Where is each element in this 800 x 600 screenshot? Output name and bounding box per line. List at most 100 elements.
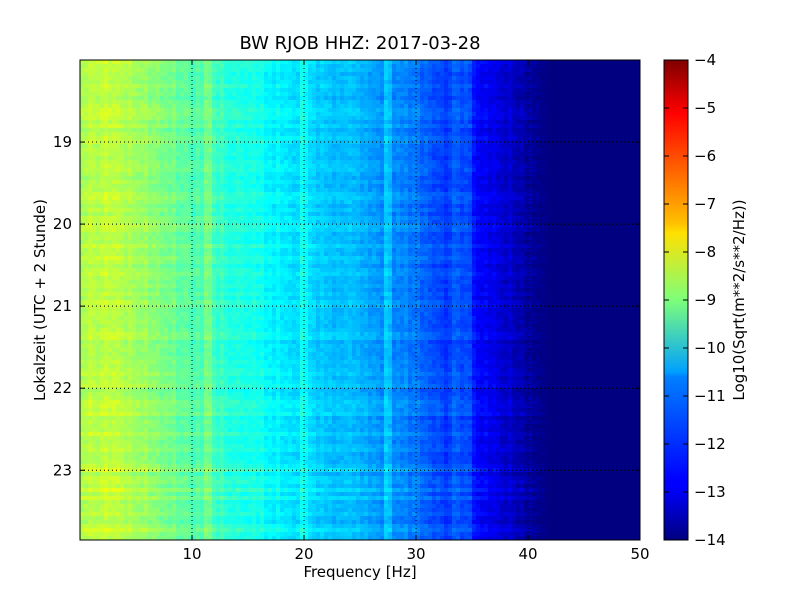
- heatmap-cell: [164, 164, 169, 169]
- heatmap-cell: [396, 168, 401, 173]
- heatmap-cell: [436, 80, 441, 85]
- heatmap-cell: [344, 128, 349, 133]
- heatmap-cell: [308, 108, 313, 113]
- heatmap-cell: [128, 168, 133, 173]
- heatmap-cell: [164, 100, 169, 105]
- heatmap-cell: [100, 104, 105, 109]
- heatmap-cell: [120, 196, 125, 201]
- heatmap-cell: [584, 112, 589, 117]
- heatmap-cell: [348, 80, 353, 85]
- heatmap-cell: [428, 184, 433, 189]
- heatmap-cell: [152, 96, 157, 101]
- heatmap-cell: [100, 68, 105, 73]
- heatmap-cell: [152, 128, 157, 133]
- heatmap-cell: [564, 128, 569, 133]
- heatmap-cell: [264, 184, 269, 189]
- heatmap-cell: [212, 168, 217, 173]
- heatmap-cell: [84, 88, 89, 93]
- heatmap-cell: [368, 76, 373, 81]
- heatmap-cell: [384, 108, 389, 113]
- heatmap-cell: [84, 144, 89, 149]
- heatmap-cell: [252, 92, 257, 97]
- heatmap-cell: [424, 112, 429, 117]
- heatmap-cell: [608, 172, 613, 177]
- heatmap-cell: [416, 84, 421, 89]
- heatmap-cell: [360, 104, 365, 109]
- heatmap-cell: [436, 112, 441, 117]
- heatmap-cell: [276, 188, 281, 193]
- heatmap-cell: [376, 192, 381, 197]
- heatmap-cell: [584, 124, 589, 129]
- heatmap-cell: [148, 88, 153, 93]
- heatmap-cell: [84, 124, 89, 129]
- heatmap-cell: [396, 88, 401, 93]
- heatmap-cell: [372, 76, 377, 81]
- heatmap-cell: [384, 84, 389, 89]
- heatmap-cell: [132, 140, 137, 145]
- heatmap-cell: [296, 84, 301, 89]
- heatmap-cell: [472, 76, 477, 81]
- heatmap-cell: [300, 160, 305, 165]
- heatmap-cell: [164, 132, 169, 137]
- heatmap-cell: [604, 68, 609, 73]
- heatmap-cell: [88, 100, 93, 105]
- heatmap-cell: [124, 60, 129, 65]
- heatmap-cell: [328, 88, 333, 93]
- heatmap-cell: [112, 112, 117, 117]
- heatmap-cell: [200, 120, 205, 125]
- heatmap-cell: [164, 176, 169, 181]
- heatmap-cell: [292, 116, 297, 121]
- heatmap-cell: [404, 64, 409, 69]
- heatmap-cell: [300, 96, 305, 101]
- heatmap-cell: [428, 172, 433, 177]
- heatmap-cell: [544, 128, 549, 133]
- heatmap-cell: [288, 120, 293, 125]
- heatmap-cell: [300, 104, 305, 109]
- heatmap-cell: [472, 92, 477, 97]
- heatmap-cell: [372, 148, 377, 153]
- heatmap-cell: [608, 180, 613, 185]
- heatmap-cell: [560, 176, 565, 181]
- heatmap-cell: [460, 160, 465, 165]
- heatmap-cell: [400, 152, 405, 157]
- heatmap-cell: [496, 72, 501, 77]
- heatmap-cell: [568, 152, 573, 157]
- heatmap-cell: [364, 120, 369, 125]
- heatmap-cell: [288, 112, 293, 117]
- heatmap-cell: [104, 188, 109, 193]
- heatmap-cell: [532, 60, 537, 65]
- heatmap-cell: [288, 148, 293, 153]
- heatmap-cell: [416, 160, 421, 165]
- heatmap-cell: [200, 92, 205, 97]
- heatmap-cell: [320, 176, 325, 181]
- heatmap-cell: [96, 172, 101, 177]
- heatmap-cell: [400, 128, 405, 133]
- heatmap-cell: [156, 76, 161, 81]
- heatmap-cell: [228, 100, 233, 105]
- heatmap-cell: [200, 160, 205, 165]
- heatmap-cell: [496, 128, 501, 133]
- heatmap-cell: [440, 76, 445, 81]
- heatmap-cell: [204, 128, 209, 133]
- heatmap-cell: [136, 156, 141, 161]
- heatmap-cell: [628, 100, 633, 105]
- heatmap-cell: [192, 192, 197, 197]
- heatmap-cell: [552, 100, 557, 105]
- heatmap-cell: [612, 156, 617, 161]
- heatmap-cell: [320, 100, 325, 105]
- heatmap-cell: [580, 152, 585, 157]
- heatmap-cell: [232, 168, 237, 173]
- heatmap-cell: [332, 124, 337, 129]
- heatmap-cell: [112, 160, 117, 165]
- heatmap-cell: [560, 156, 565, 161]
- heatmap-cell: [188, 172, 193, 177]
- heatmap-cell: [304, 100, 309, 105]
- heatmap-cell: [484, 68, 489, 73]
- heatmap-cell: [232, 116, 237, 121]
- heatmap-cell: [232, 164, 237, 169]
- heatmap-cell: [376, 176, 381, 181]
- heatmap-cell: [336, 192, 341, 197]
- heatmap-cell: [636, 156, 640, 161]
- heatmap-cell: [308, 96, 313, 101]
- heatmap-cell: [572, 84, 577, 89]
